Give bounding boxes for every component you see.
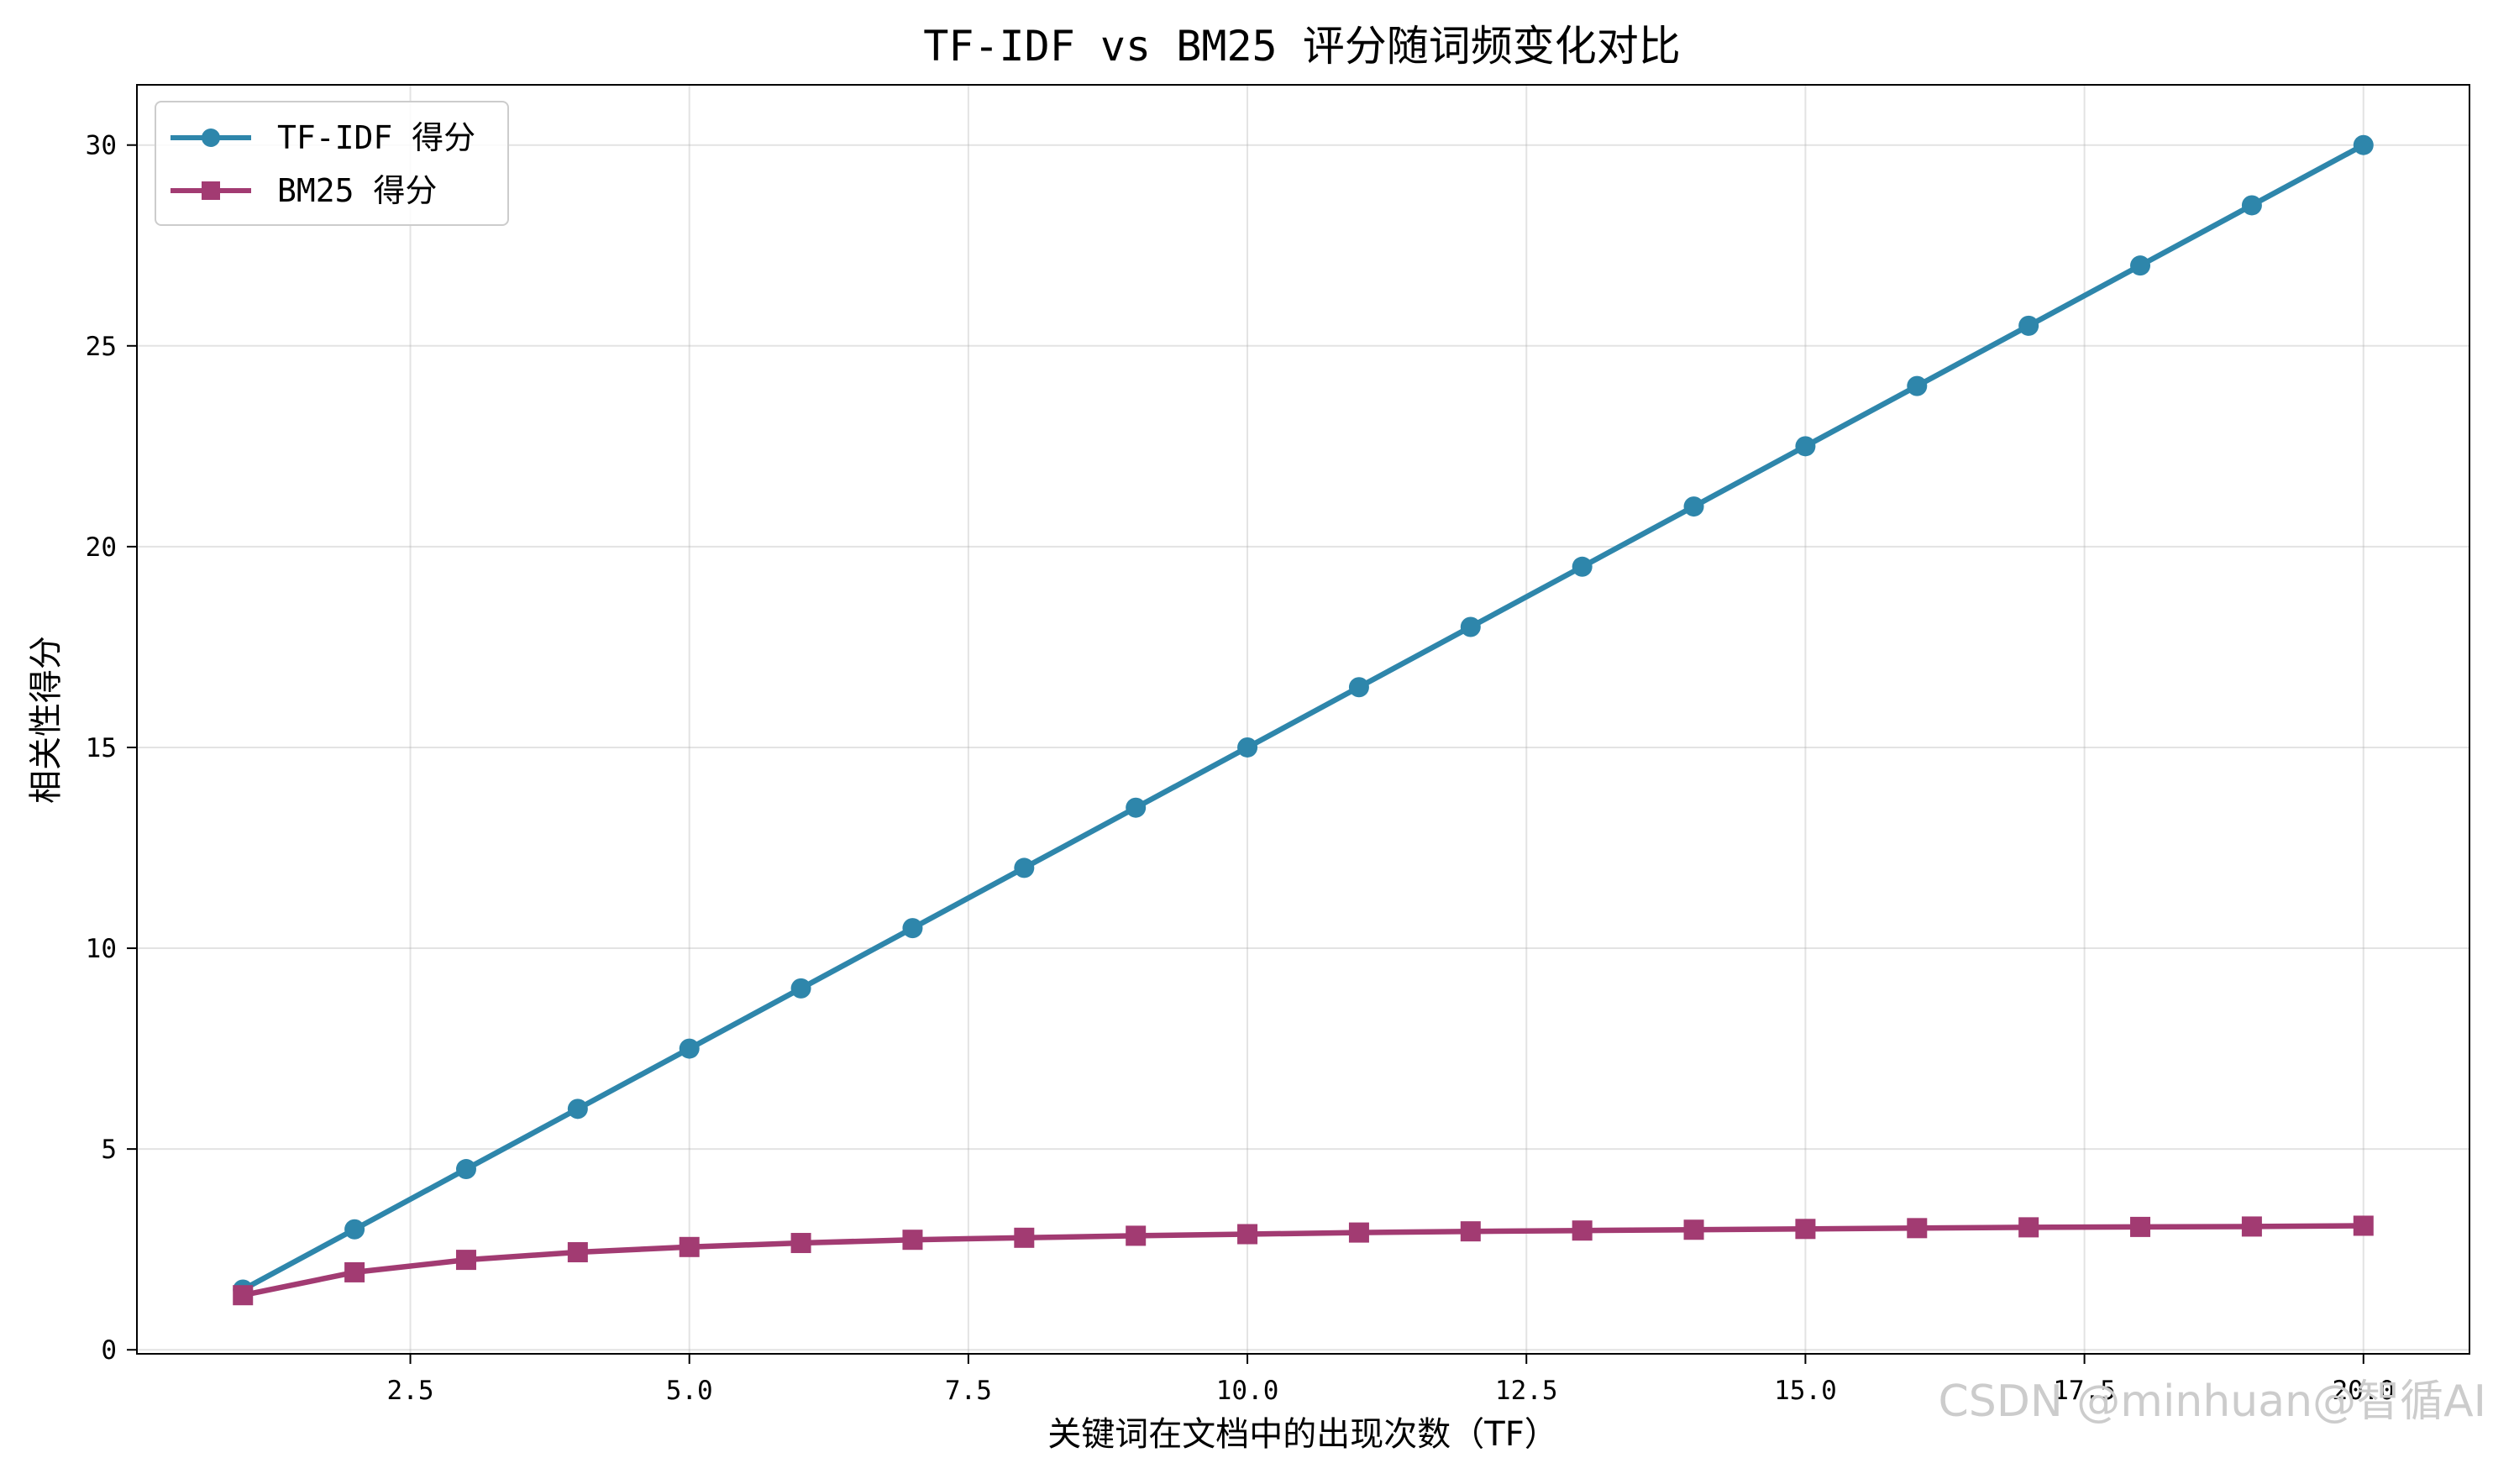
- y-tick-label: 30: [86, 131, 117, 161]
- data-point: [1348, 677, 1369, 698]
- data-point: [2353, 134, 2374, 155]
- series-line-0: [239, 142, 2367, 1293]
- data-point: [1683, 496, 1704, 517]
- data-point: [1795, 436, 1816, 457]
- series-line-1: [239, 1223, 2367, 1298]
- data-point: [1907, 1218, 1928, 1239]
- data-point: [1572, 556, 1593, 577]
- y-tick-label: 20: [86, 532, 117, 563]
- y-tick-label: 10: [86, 934, 117, 964]
- data-point: [1460, 1221, 1481, 1242]
- y-tick-label: 0: [101, 1335, 117, 1366]
- data-point: [2241, 195, 2262, 216]
- legend-marker-tfidf: [202, 128, 220, 147]
- plot-series: [233, 134, 2374, 1306]
- data-point: [902, 918, 923, 939]
- data-point: [2130, 255, 2151, 276]
- x-tick-label: 2.5: [387, 1376, 434, 1406]
- data-point: [1237, 737, 1258, 758]
- data-point: [1572, 1220, 1593, 1241]
- legend-marker-bm25: [202, 181, 220, 200]
- x-tick-label: 15.0: [1774, 1376, 1837, 1406]
- data-point: [1126, 1225, 1147, 1246]
- data-point: [233, 1285, 254, 1306]
- legend-label-tfidf: TF-IDF 得分: [277, 119, 475, 156]
- plot-frame: [136, 84, 2470, 1355]
- y-tick-label: 5: [101, 1135, 117, 1165]
- grid: [137, 85, 2469, 1354]
- x-tick-label: 20.0: [2332, 1376, 2395, 1406]
- axes: 2.5 5.0 7.5 10.0 12.5 15.0 17.5 20.0 0 5 10 15 20 25 3…: [86, 131, 2395, 1406]
- legend: TF-IDF 得分 BM25 得分: [155, 101, 509, 226]
- y-axis-title: 相关性得分: [27, 636, 66, 804]
- watermark: CSDN @minhuan@智循AI: [1939, 1377, 2487, 1427]
- x-tick-label: 7.5: [945, 1376, 992, 1406]
- data-point: [567, 1099, 588, 1120]
- x-tick-label: 17.5: [2053, 1376, 2116, 1406]
- data-point: [1683, 1219, 1704, 1240]
- data-point: [344, 1261, 365, 1282]
- data-point: [455, 1250, 476, 1271]
- data-point: [1795, 1219, 1816, 1240]
- data-point: [902, 1230, 923, 1251]
- data-point: [1237, 1224, 1258, 1245]
- data-point: [1348, 1222, 1369, 1243]
- data-point: [2353, 1215, 2374, 1236]
- y-tick-label: 15: [86, 733, 117, 763]
- data-point: [344, 1219, 365, 1240]
- data-point: [1907, 375, 1928, 396]
- data-point: [1126, 797, 1147, 818]
- data-point: [567, 1242, 588, 1263]
- x-tick-label: 5.0: [666, 1376, 713, 1406]
- legend-frame: [155, 101, 509, 226]
- legend-label-bm25: BM25 得分: [277, 172, 437, 209]
- data-point: [679, 1038, 700, 1059]
- data-point: [2018, 315, 2039, 336]
- data-point: [790, 1233, 811, 1254]
- data-point: [2130, 1216, 2151, 1237]
- data-point: [679, 1236, 700, 1257]
- data-point: [790, 978, 811, 999]
- chart-title: TF-IDF vs BM25 评分随词频变化对比: [923, 22, 1681, 71]
- data-point: [1460, 616, 1481, 637]
- data-point: [2241, 1216, 2262, 1237]
- x-axis-title: 关键词在文档中的出现次数（TF）: [1047, 1415, 1557, 1454]
- data-point: [455, 1159, 476, 1180]
- x-tick-label: 12.5: [1495, 1376, 1558, 1406]
- data-point: [1014, 1227, 1035, 1248]
- x-tick-label: 10.0: [1216, 1376, 1279, 1406]
- y-tick-label: 25: [86, 332, 117, 362]
- data-point: [2018, 1217, 2039, 1238]
- data-point: [1014, 857, 1035, 878]
